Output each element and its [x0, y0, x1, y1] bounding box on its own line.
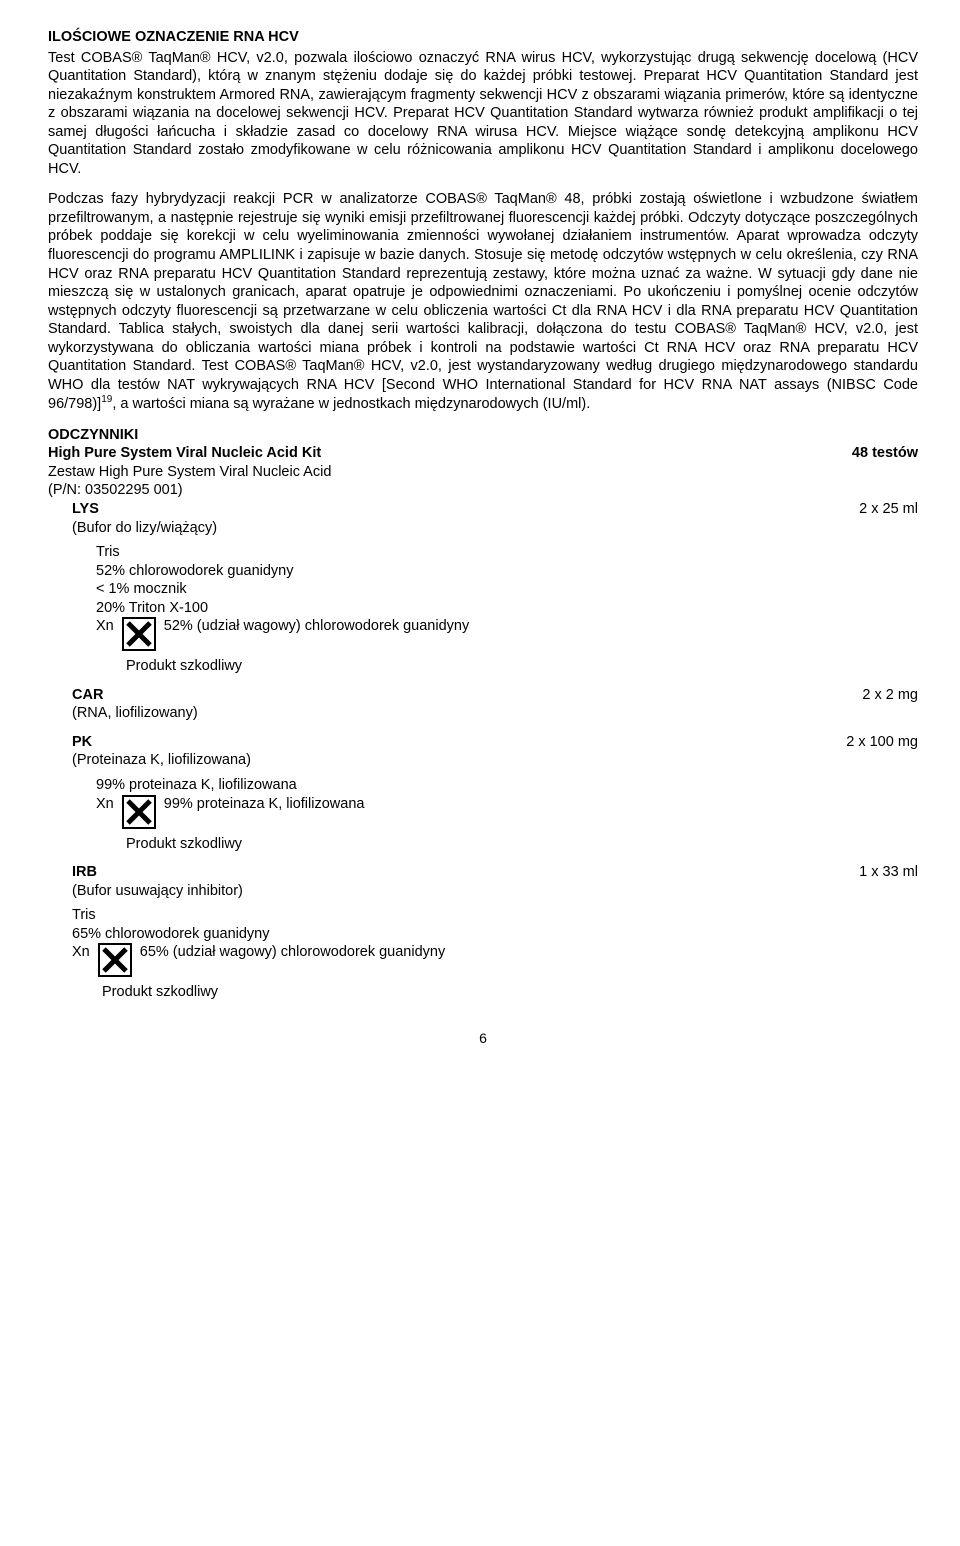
irb-desc: (Bufor usuwający inhibitor) [72, 882, 918, 901]
irb-qty: 1 x 33 ml [859, 863, 918, 882]
lys-c4: 20% Triton X-100 [96, 599, 918, 618]
pk-qty: 2 x 100 mg [846, 733, 918, 752]
pk-name: PK [72, 733, 92, 752]
irb-c2: 65% chlorowodorek guanidyny [72, 925, 918, 944]
pk-desc: (Proteinaza K, liofilizowana) [72, 751, 918, 770]
lys-c3: < 1% mocznik [96, 580, 918, 599]
kit-subtitle: Zestaw High Pure System Viral Nucleic Ac… [48, 463, 918, 482]
hazard-icon [98, 943, 132, 977]
irb-harm: Produkt szkodliwy [102, 983, 918, 1002]
pk-xn-label: Xn [96, 795, 114, 814]
lys-qty: 2 x 25 ml [859, 500, 918, 519]
irb-name: IRB [72, 863, 97, 882]
paragraph-2b: , a wartości miana są wyrażane w jednost… [112, 396, 590, 412]
lys-harm: Produkt szkodliwy [126, 657, 918, 676]
hazard-icon [122, 617, 156, 651]
car-name: CAR [72, 686, 103, 705]
hazard-icon [122, 795, 156, 829]
kit-pn: (P/N: 03502295 001) [48, 481, 918, 500]
pk-harm: Produkt szkodliwy [126, 835, 918, 854]
lys-xn-label: Xn [96, 617, 114, 636]
lys-name: LYS [72, 500, 99, 519]
car-desc: (RNA, liofilizowany) [72, 704, 918, 723]
irb-xn-label: Xn [72, 943, 90, 962]
pk-c1: 99% proteinaza K, liofilizowana [96, 776, 918, 795]
paragraph-1: Test COBAS® TaqMan® HCV, v2.0, pozwala i… [48, 49, 918, 179]
lys-c1: Tris [96, 543, 918, 562]
kit-tests: 48 testów [852, 444, 918, 463]
ref-19: 19 [101, 394, 112, 405]
car-qty: 2 x 2 mg [862, 686, 918, 705]
page-heading: ILOŚCIOWE OZNACZENIE RNA HCV [48, 28, 918, 47]
irb-c1: Tris [72, 906, 918, 925]
irb-xn-text: 65% (udział wagowy) chlorowodorek guanid… [140, 943, 445, 962]
page-number: 6 [48, 1030, 918, 1048]
lys-desc: (Bufor do lizy/wiążący) [72, 519, 918, 538]
paragraph-2: Podczas fazy hybrydyzacji reakcji PCR w … [48, 190, 918, 413]
lys-c2: 52% chlorowodorek guanidyny [96, 562, 918, 581]
paragraph-2a: Podczas fazy hybrydyzacji reakcji PCR w … [48, 191, 918, 412]
lys-xn-text: 52% (udział wagowy) chlorowodorek guanid… [164, 617, 469, 636]
reagents-title: ODCZYNNIKI [48, 426, 918, 445]
kit-name: High Pure System Viral Nucleic Acid Kit [48, 444, 321, 463]
pk-xn-text: 99% proteinaza K, liofilizowana [164, 795, 365, 814]
